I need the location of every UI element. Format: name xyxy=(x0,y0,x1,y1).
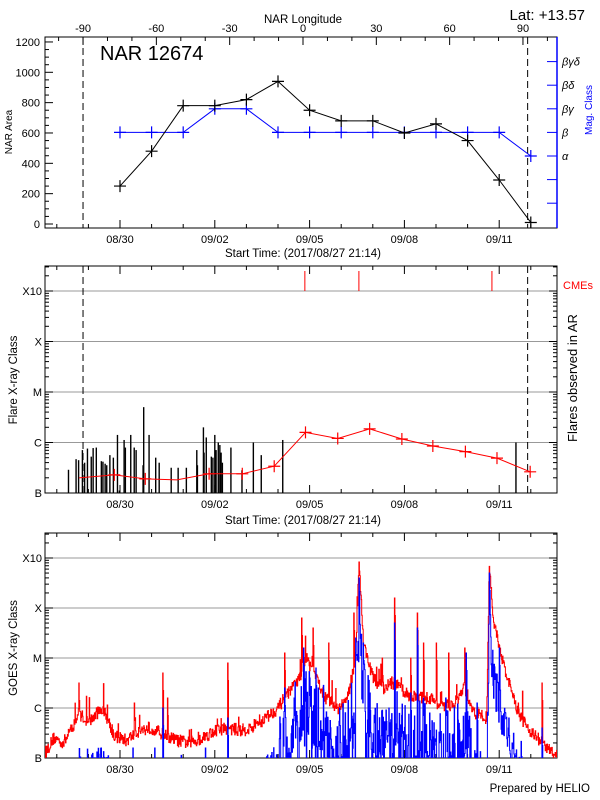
longitude-tick-label: -90 xyxy=(75,23,91,35)
longitude-tick-label: 0 xyxy=(300,23,306,35)
y-tick-label: 1000 xyxy=(16,67,40,79)
area-point xyxy=(272,75,284,88)
class-tick-label: B xyxy=(35,488,42,500)
area-point xyxy=(114,180,126,193)
area-point xyxy=(335,114,348,127)
class-tick-label: X10 xyxy=(22,286,42,298)
middle-x-axis-title: Start Time: (2017/08/27 21:14) xyxy=(225,515,381,527)
x-tick-label: 09/11 xyxy=(486,764,513,776)
longitude-tick-label: 60 xyxy=(444,23,456,35)
longitude-tick-label: -60 xyxy=(148,23,164,35)
area-point xyxy=(366,114,379,127)
mag-class-tick-label: α xyxy=(562,151,569,163)
region-title: NAR 12674 xyxy=(100,43,203,65)
mag-class-axis-title: Mag. Class xyxy=(584,85,595,135)
class-tick-label: C xyxy=(34,438,42,450)
x-tick-label: 09/05 xyxy=(296,764,324,776)
x-tick-label: 09/08 xyxy=(391,234,419,246)
daily-mean-point xyxy=(299,426,312,439)
class-tick-label: X10 xyxy=(22,553,42,565)
area-point xyxy=(524,216,537,229)
mag-class-point xyxy=(272,126,284,139)
longitude-axis-title: NAR Longitude xyxy=(264,14,342,26)
x-tick-label: 08/30 xyxy=(106,234,134,246)
mag-class-point xyxy=(524,150,537,162)
mag-class-tick-label: βγ xyxy=(561,104,575,116)
y-tick-label: 800 xyxy=(22,98,40,110)
x-tick-label: 08/30 xyxy=(106,764,134,776)
area-point xyxy=(145,145,158,158)
mag-class-tick-label: βγδ xyxy=(561,57,581,69)
area-point xyxy=(240,93,253,106)
x-tick-label: 09/02 xyxy=(201,764,229,776)
daily-mean-point xyxy=(459,445,472,458)
x-tick-label: 09/02 xyxy=(201,499,229,511)
daily-mean-point xyxy=(363,422,376,435)
mag-class-point xyxy=(303,126,316,139)
daily-mean-point xyxy=(490,452,503,465)
class-tick-label: M xyxy=(33,387,42,399)
cme-label: CMEs xyxy=(563,280,593,292)
y-tick-label: 1200 xyxy=(16,37,40,49)
class-tick-label: B xyxy=(35,753,42,765)
flares-observed-axis-title: Flares observed in AR xyxy=(565,314,580,442)
y-tick-label: 0 xyxy=(34,219,40,231)
goes-short-channel-line xyxy=(78,572,544,758)
goes-plot-area xyxy=(45,561,557,758)
x-tick-label: 08/30 xyxy=(106,499,134,511)
x-tick-label: 09/05 xyxy=(296,234,324,246)
area-point xyxy=(461,134,474,147)
x-tick-label: 09/11 xyxy=(486,234,513,246)
credit-label: Prepared by HELIO xyxy=(490,783,590,795)
daily-mean-point xyxy=(108,468,121,481)
y-tick-label: 200 xyxy=(22,189,40,201)
area-point xyxy=(303,104,316,117)
goes-class-axis-title: GOES X-ray Class xyxy=(8,600,20,696)
longitude-tick-label: 30 xyxy=(370,23,382,35)
mag-class-tick-label: βδ xyxy=(561,80,575,92)
class-tick-label: M xyxy=(33,653,42,665)
longitude-tick-label: -30 xyxy=(222,23,238,35)
area-point xyxy=(177,99,190,112)
flare-class-axis-title: Flare X-ray Class xyxy=(8,335,20,424)
goes-long-channel-line xyxy=(45,561,557,758)
panel-2-frame xyxy=(44,532,558,759)
area-axis-title: NAR Area xyxy=(4,109,15,154)
daily-mean-point xyxy=(331,432,344,445)
area-point xyxy=(493,174,506,187)
area-point xyxy=(430,117,442,130)
longitude-tick-label: 90 xyxy=(517,23,529,35)
x-tick-label: 09/08 xyxy=(391,499,419,511)
mag-class-point xyxy=(366,126,379,139)
panel-1-frame xyxy=(44,265,558,494)
y-tick-label: 400 xyxy=(22,158,40,170)
daily-mean-point xyxy=(524,465,537,478)
x-tick-label: 09/05 xyxy=(296,499,324,511)
daily-mean-point xyxy=(139,472,152,485)
mag-class-tick-label: β xyxy=(561,127,569,139)
top-x-axis-title: Start Time: (2017/08/27 21:14) xyxy=(225,248,381,260)
area-point xyxy=(208,99,221,112)
mag-class-point xyxy=(145,126,158,139)
area-point xyxy=(398,126,411,139)
x-tick-label: 09/02 xyxy=(201,234,229,246)
class-tick-label: X xyxy=(35,603,43,615)
daily-mean-point xyxy=(203,467,216,480)
daily-mean-point xyxy=(426,440,439,453)
mag-class-point xyxy=(114,126,126,139)
class-tick-label: X xyxy=(35,337,43,349)
y-tick-label: 600 xyxy=(22,128,40,140)
daily-mean-point xyxy=(268,460,281,473)
mag-class-point xyxy=(335,126,348,139)
class-tick-label: C xyxy=(34,703,42,715)
daily-mean-point xyxy=(395,432,408,445)
mag-class-point xyxy=(177,126,190,139)
daily-mean-point xyxy=(236,467,249,480)
x-tick-label: 09/11 xyxy=(486,499,513,511)
mag-class-point xyxy=(493,126,506,139)
x-tick-label: 09/08 xyxy=(391,764,419,776)
latitude-label: Lat: +13.57 xyxy=(510,7,585,24)
